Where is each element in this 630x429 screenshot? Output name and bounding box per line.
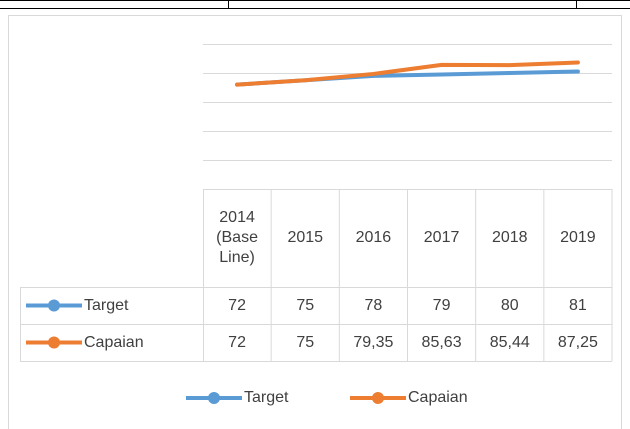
category-label: 2014 (Base Line) (216, 209, 258, 266)
table-value: 85,63 (421, 333, 462, 351)
table-value: 79 (432, 296, 451, 314)
legend-marker (208, 392, 220, 404)
legend-marker (372, 392, 384, 404)
table-value: 81 (569, 296, 587, 314)
category-label: 2016 (355, 229, 392, 246)
table-value: 75 (296, 296, 315, 314)
legend-label: Capaian (408, 389, 468, 406)
series-label: Target (84, 296, 129, 314)
category-label: 2019 (560, 229, 596, 246)
legend-marker (48, 299, 60, 312)
table-value: 72 (228, 296, 246, 314)
table-value: 78 (364, 296, 383, 314)
legend-label: Target (244, 389, 289, 406)
chart-frame (8, 15, 622, 429)
category-label: 2017 (423, 229, 460, 246)
series-line (235, 60, 580, 87)
table-value: 80 (500, 296, 519, 314)
table-value: 72 (228, 333, 246, 351)
category-label: 2018 (491, 229, 528, 246)
category-label: 2015 (287, 229, 324, 246)
table-value: 87,25 (557, 333, 598, 351)
series-label: Capaian (84, 333, 144, 351)
table-value: 85,44 (489, 333, 530, 351)
legend-marker (48, 336, 60, 349)
table-value: 75 (296, 333, 315, 351)
table-value: 79,35 (353, 333, 394, 351)
